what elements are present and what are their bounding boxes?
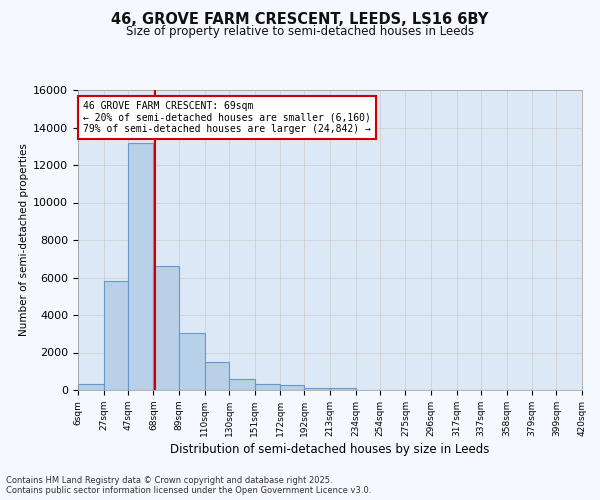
Bar [280,385,304,390]
Bar [229,379,254,390]
Bar [304,388,330,390]
Y-axis label: Number of semi-detached properties: Number of semi-detached properties [19,144,29,336]
Bar [330,388,356,390]
X-axis label: Distribution of semi-detached houses by size in Leeds: Distribution of semi-detached houses by … [170,443,490,456]
Text: 46, GROVE FARM CRESCENT, LEEDS, LS16 6BY: 46, GROVE FARM CRESCENT, LEEDS, LS16 6BY [112,12,488,28]
Bar [128,142,154,390]
Bar [154,266,179,390]
Text: Contains HM Land Registry data © Crown copyright and database right 2025.
Contai: Contains HM Land Registry data © Crown c… [6,476,371,495]
Bar [78,384,104,390]
Text: Size of property relative to semi-detached houses in Leeds: Size of property relative to semi-detach… [126,25,474,38]
Text: 46 GROVE FARM CRESCENT: 69sqm
← 20% of semi-detached houses are smaller (6,160)
: 46 GROVE FARM CRESCENT: 69sqm ← 20% of s… [83,101,371,134]
Bar [205,362,229,390]
Bar [179,333,205,390]
Bar [104,281,128,390]
Bar [254,384,280,390]
